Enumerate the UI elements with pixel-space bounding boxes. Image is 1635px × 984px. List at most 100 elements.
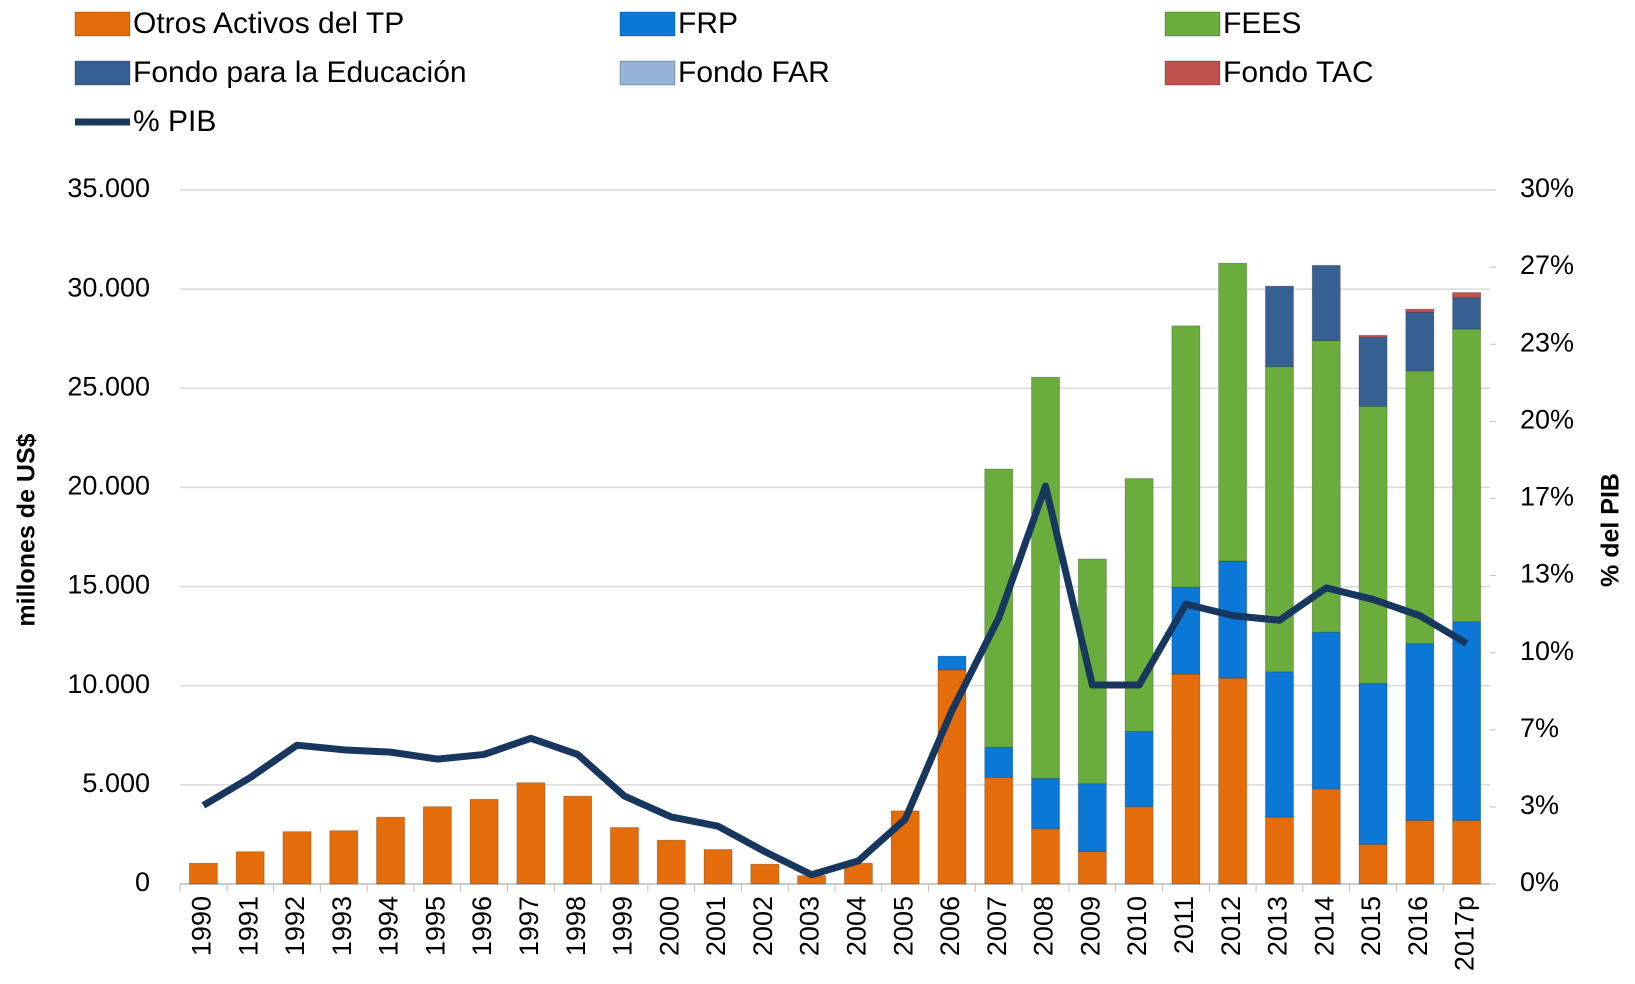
y-tick-label: 15.000	[67, 570, 150, 600]
bar-segment	[1218, 262, 1248, 562]
bar-segment	[1452, 819, 1482, 885]
bar-segment	[516, 782, 546, 885]
y2-tick-label: 27%	[1520, 250, 1574, 280]
x-tick-label: 2010	[1122, 896, 1152, 956]
legend-label: FRP	[678, 7, 738, 40]
bar-segment	[1124, 806, 1154, 885]
legend-label: FEES	[1223, 7, 1301, 40]
y-tick-label: 35.000	[67, 173, 150, 203]
x-tick-label: 2005	[888, 896, 918, 956]
bar-segment	[1452, 297, 1482, 330]
x-tick-label: 2009	[1075, 896, 1105, 956]
bar-segment	[984, 776, 1014, 885]
bar-segment	[1311, 788, 1341, 885]
legend-label: Fondo para la Educación	[133, 56, 467, 89]
x-tick-label: 1990	[187, 896, 217, 956]
bar-segment	[1265, 285, 1294, 368]
x-tick-label: 1997	[514, 896, 544, 956]
y2-tick-label: 20%	[1520, 404, 1574, 434]
y2-tick-label: 17%	[1520, 482, 1574, 512]
x-tick-label: 2006	[935, 896, 965, 956]
bar-segment	[1031, 778, 1060, 830]
bar-segment	[376, 816, 405, 885]
bar-segment	[1358, 843, 1388, 885]
x-tick-label: 2013	[1263, 896, 1293, 956]
y-tick-label: 25.000	[67, 371, 150, 401]
x-tick-label: 2011	[1169, 896, 1199, 954]
bar-segment	[984, 746, 1014, 778]
bar-segment	[656, 839, 686, 885]
y-tick-label: 20.000	[67, 471, 150, 501]
legend-label: Fondo FAR	[678, 56, 830, 89]
y-tick-label: 0	[135, 867, 150, 897]
bar-segment	[937, 669, 967, 885]
y-axis-title: millones de US$	[13, 433, 41, 626]
x-tick-label: 2014	[1309, 896, 1339, 956]
bar-segment	[1311, 264, 1341, 341]
y2-tick-label: 10%	[1520, 636, 1574, 666]
bar-segment	[1031, 376, 1060, 779]
x-tick-label: 1998	[561, 896, 591, 956]
x-tick-label: 1995	[420, 896, 450, 956]
bar-segment	[1218, 677, 1248, 885]
x-tick-label: 1994	[374, 896, 404, 956]
x-tick-label: 1999	[608, 896, 638, 956]
bar-segment	[1265, 366, 1294, 673]
bar-segment	[1405, 311, 1435, 372]
legend-swatch	[1164, 60, 1221, 86]
bar-segment	[1031, 828, 1060, 885]
y2-tick-label: 7%	[1520, 713, 1559, 743]
bar-segment	[1124, 478, 1154, 732]
legend-label: Otros Activos del TP	[133, 7, 404, 40]
x-tick-label: 2017p	[1450, 896, 1480, 971]
line	[201, 482, 1469, 879]
bar-segment	[1358, 405, 1388, 684]
x-tick-label: 2002	[748, 896, 778, 956]
legend-label: Fondo TAC	[1223, 56, 1374, 89]
bar-segment	[1405, 643, 1435, 821]
bar-segment	[1311, 340, 1341, 633]
x-tick-label: 1993	[327, 896, 357, 956]
bar-segment	[469, 798, 499, 885]
bar-segment	[563, 795, 593, 885]
x-tick-label: 2004	[842, 896, 872, 956]
y2-tick-label: 13%	[1520, 559, 1574, 589]
bar-segment	[1452, 328, 1482, 623]
bar-segment	[1405, 819, 1435, 885]
x-tick-label: 2012	[1216, 896, 1246, 956]
bar-segment	[1265, 816, 1294, 885]
x-tick-label: 1996	[467, 896, 497, 956]
bar-segment	[1452, 621, 1482, 821]
bar-segment	[1171, 673, 1201, 885]
x-tick-label: 2008	[1029, 896, 1059, 956]
x-tick-label: 2007	[982, 896, 1012, 956]
bar-segment	[282, 831, 312, 885]
bar-segment	[1124, 730, 1154, 808]
bar-segment	[1077, 783, 1107, 853]
y2-tick-label: 3%	[1520, 790, 1559, 820]
bar-segment	[750, 863, 780, 885]
legend-label: % PIB	[133, 105, 216, 138]
bar-segment	[1452, 292, 1482, 299]
bar-segment	[937, 655, 967, 671]
legend-swatch	[1164, 11, 1221, 37]
x-tick-label: 2015	[1356, 896, 1386, 956]
bar-segment	[1405, 370, 1435, 645]
bar-segment	[1358, 682, 1388, 845]
legend-swatch	[74, 60, 131, 86]
bar-segment	[1358, 336, 1388, 407]
legend-swatch	[74, 11, 131, 37]
bar-segment	[1358, 334, 1388, 338]
bar-segment	[1171, 586, 1201, 675]
x-tick-label: 2016	[1403, 896, 1433, 956]
y2-tick-label: 30%	[1520, 173, 1574, 203]
bar-segment	[1311, 631, 1341, 790]
bar-segment	[188, 862, 218, 885]
legend-swatch	[619, 11, 676, 37]
x-tick-label: 2003	[795, 896, 825, 956]
bar-segment	[422, 806, 452, 885]
bar-segment	[329, 830, 359, 885]
x-tick-label: 2001	[701, 896, 731, 956]
bar-segment	[235, 851, 265, 885]
